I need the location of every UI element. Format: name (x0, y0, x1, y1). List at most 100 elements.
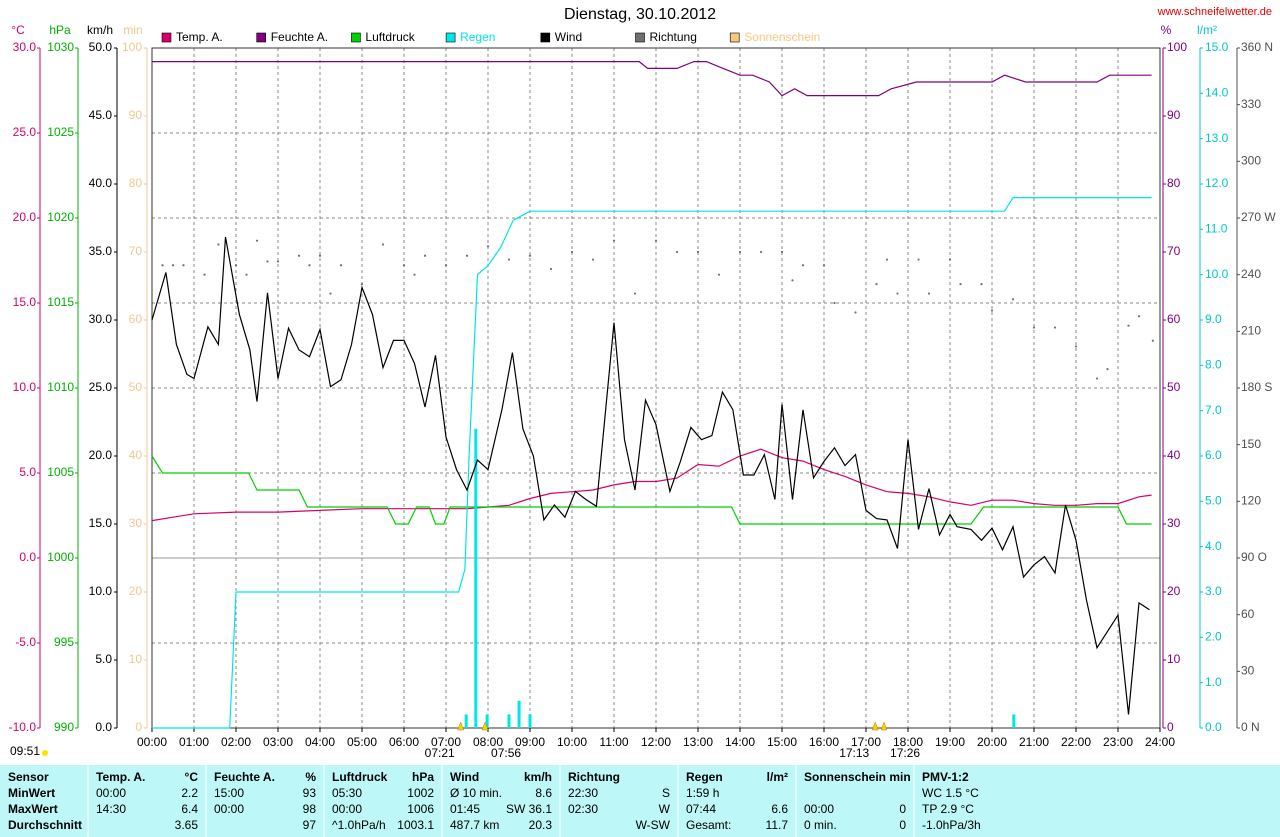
y-tick-label: 80 (129, 176, 143, 190)
direction-dot (507, 258, 511, 261)
direction-dot (917, 258, 920, 261)
y-tick-label: 50 (129, 380, 143, 394)
table-cell: 11.7 (766, 818, 789, 832)
direction-dot (791, 279, 794, 282)
y-tick-label: 9.0 (1205, 312, 1222, 326)
y-tick-label: -5.0 (15, 635, 36, 649)
direction-dot (161, 264, 164, 267)
y-tick-label: 80 (1167, 176, 1181, 190)
direction-dot (591, 258, 595, 261)
y-tick-label: 1030 (47, 40, 74, 54)
table-cell: Sonnenschein min (804, 770, 911, 784)
y-tick-label: 120 (1241, 494, 1261, 508)
y-tick-label: 2.0 (1205, 630, 1222, 644)
direction-dot (1151, 339, 1154, 342)
direction-dot (1137, 315, 1141, 318)
x-tick-label: 20:00 (977, 735, 1007, 749)
y-tick-label: 30.0 (89, 312, 113, 326)
x-tick-label: 01:00 (179, 735, 209, 749)
x-tick-label: 22:00 (1061, 735, 1091, 749)
direction-dot (245, 273, 248, 276)
y-tick-label: -10.0 (9, 720, 37, 734)
direction-dot (266, 260, 269, 263)
y-tick-label: 10 (1167, 652, 1181, 666)
sun-marker (481, 721, 489, 731)
y-tick-label: 50.0 (89, 40, 113, 54)
direction-dot (528, 254, 532, 257)
x-tick-label: 12:00 (641, 735, 671, 749)
table-cell: WC 1.5 °C (922, 786, 979, 800)
direction-dot (612, 239, 616, 242)
x-tick-label: 16:00 (809, 735, 839, 749)
direction-dot (1095, 377, 1099, 380)
direction-dot (423, 254, 427, 257)
table-cell: Richtung (568, 770, 620, 784)
y-tick-label: 40 (129, 448, 143, 462)
y-tick-label: 5.0 (1205, 494, 1222, 508)
y-tick-label: 0 N (1241, 720, 1260, 734)
rain-bar (528, 714, 532, 728)
direction-dot (822, 264, 826, 267)
y-tick-label: 0.0 (1205, 720, 1222, 734)
axis-unit: km/h (87, 23, 113, 37)
y-tick-label: 20 (129, 584, 143, 598)
direction-dot (675, 250, 679, 254)
legend-swatch (729, 32, 740, 43)
table-cell: 6.6 (771, 802, 788, 816)
legend-label: Luftdruck (365, 30, 415, 44)
y-tick-label: 10.0 (13, 380, 37, 394)
y-tick-label: 45.0 (89, 108, 113, 122)
rain-bar (474, 428, 478, 728)
direction-dot (203, 273, 206, 276)
table-cell: hPa (412, 770, 434, 784)
direction-dot (329, 292, 332, 295)
table-cell: 1:59 h (686, 786, 719, 800)
x-tick-label: 13:00 (683, 735, 713, 749)
table-cell: 15:00 (214, 786, 244, 800)
y-tick-label: 990 (54, 720, 74, 734)
x-tick-label: 05:00 (347, 735, 377, 749)
y-tick-label: 1000 (47, 550, 74, 564)
y-tick-label: 14.0 (1205, 86, 1229, 100)
axis-unit: min (123, 23, 142, 37)
y-tick-label: 10.0 (1205, 267, 1229, 281)
table-cell: Feuchte A. (214, 770, 275, 784)
direction-dot (1074, 345, 1078, 348)
y-tick-label: 90 (129, 108, 143, 122)
y-tick-label: 1005 (47, 465, 74, 479)
y-tick-label: 90 O (1241, 550, 1267, 564)
table-cell: -1.0hPa/3h (922, 818, 981, 832)
y-tick-label: 70 (1167, 244, 1181, 258)
y-tick-label: 1010 (47, 380, 74, 394)
table-cell: 3.65 (175, 818, 199, 832)
table-cell: Wind (450, 770, 479, 784)
y-tick-label: 270 W (1241, 210, 1276, 224)
y-tick-label: 30 (1167, 516, 1181, 530)
y-tick-label: 7.0 (1205, 403, 1222, 417)
direction-dot (297, 254, 301, 257)
direction-dot (276, 260, 280, 263)
table-cell: 93 (303, 786, 317, 800)
table-cell: 1002 (407, 786, 434, 800)
direction-dot (896, 292, 899, 295)
y-tick-label: 300 (1241, 154, 1261, 168)
y-tick-label: 330 (1241, 97, 1261, 111)
table-cell: Sensor (8, 770, 49, 784)
y-tick-label: 60 (1167, 312, 1181, 326)
x-tick-label: 21:00 (1019, 735, 1049, 749)
y-tick-label: 100 (1167, 40, 1187, 54)
y-tick-label: 15.0 (89, 516, 113, 530)
rain-bar (507, 714, 511, 728)
series-line (152, 61, 1152, 97)
y-tick-label: 60 (129, 312, 143, 326)
table-cell: 0 (899, 818, 906, 832)
table-cell: S (662, 786, 670, 800)
series-line (151, 455, 1152, 525)
direction-dot (801, 264, 805, 267)
direction-dot (402, 264, 406, 267)
x-tick-label: 17:00 (851, 735, 881, 749)
series-line (152, 197, 1152, 729)
y-tick-label: 20.0 (13, 210, 37, 224)
y-tick-label: 11.0 (1205, 222, 1228, 236)
